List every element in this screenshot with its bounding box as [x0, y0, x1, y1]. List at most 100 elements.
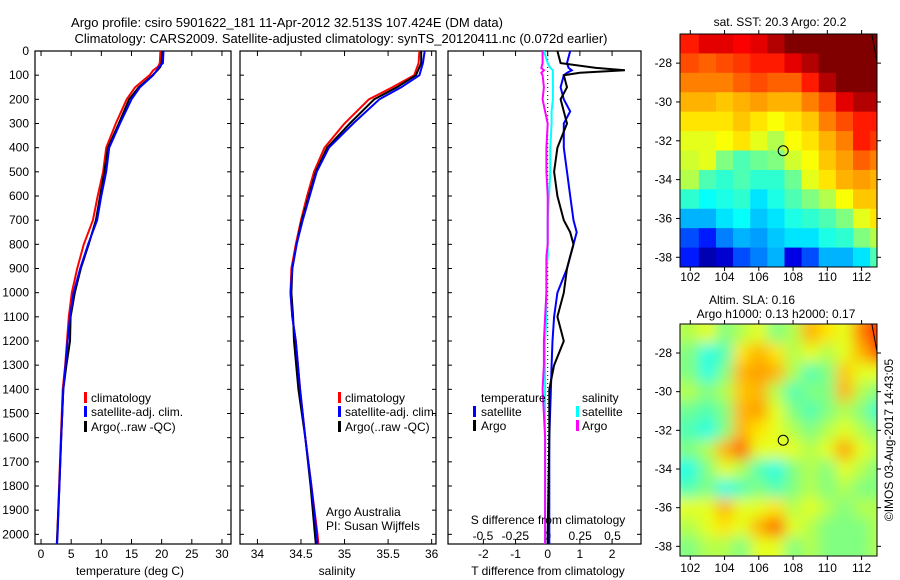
- map-cell: [733, 53, 752, 74]
- map-cell: [698, 111, 717, 133]
- map-cell: [767, 498, 786, 519]
- map-cell: [784, 536, 803, 556]
- map-cell: [818, 478, 837, 499]
- map-cell: [853, 208, 872, 230]
- x-tick-label: 34: [251, 547, 265, 561]
- map-cell: [853, 324, 872, 345]
- map-cell: [870, 498, 877, 519]
- map-cell: [835, 401, 855, 422]
- map-cell: [750, 420, 769, 441]
- map-cell: [870, 111, 877, 133]
- map-cell: [818, 498, 837, 519]
- map-cell: [715, 498, 735, 519]
- lat-tick-label: -36: [655, 501, 673, 515]
- map-cell: [801, 440, 820, 461]
- map-cell: [801, 72, 820, 94]
- map-cell: [784, 517, 803, 538]
- map-cell: [818, 53, 837, 74]
- map-cell: [767, 401, 786, 422]
- map-cell: [680, 382, 700, 403]
- map-cell: [715, 208, 735, 230]
- map-cell: [801, 382, 820, 403]
- map-cell: [784, 343, 803, 364]
- map-cell: [818, 517, 837, 538]
- map-cell: [835, 131, 855, 152]
- map-cell: [715, 343, 735, 364]
- legend-argo: Argo(..raw -QC): [345, 420, 430, 434]
- map-cell: [698, 228, 717, 249]
- map-cell: [853, 343, 872, 364]
- depth-tick-label: 600: [9, 189, 29, 203]
- x-tick-label: 0: [38, 547, 45, 561]
- map-cell: [801, 420, 820, 441]
- map-cell: [835, 478, 855, 499]
- map-cell: [698, 401, 717, 422]
- coastline: [871, 34, 877, 65]
- map-cell: [750, 440, 769, 461]
- map-cell: [784, 169, 803, 191]
- map-cell: [680, 208, 700, 230]
- map-cell: [680, 228, 700, 249]
- map-cell: [870, 189, 877, 210]
- map-cell: [767, 362, 786, 383]
- map-cell: [784, 131, 803, 152]
- map-cell: [853, 72, 872, 94]
- map-cell: [698, 150, 717, 171]
- x-tick-label: 1: [577, 547, 584, 561]
- map-cell: [750, 517, 769, 538]
- temperature-axis-label: temperature (deg C): [76, 564, 184, 578]
- lat-tick-label: -30: [655, 95, 673, 109]
- map-cell: [733, 382, 752, 403]
- lat-tick-label: -32: [655, 134, 673, 148]
- map-cell: [767, 420, 786, 441]
- map-cell: [715, 53, 735, 74]
- map-cell: [835, 382, 855, 403]
- map-cell: [801, 208, 820, 230]
- map-cell: [818, 343, 837, 364]
- map-cell: [750, 401, 769, 422]
- map-cell: [733, 401, 752, 422]
- legend-swatch: [338, 392, 341, 403]
- lon-tick-label: 102: [680, 270, 700, 284]
- map-cell: [853, 34, 872, 55]
- legend-temperature-header: temperature: [481, 391, 546, 405]
- map-cell: [733, 440, 752, 461]
- legend-swatch: [84, 392, 87, 403]
- x-tick-label: 25: [185, 547, 199, 561]
- t-diff-axis-label: T difference from climatology: [471, 564, 625, 578]
- x-tick-label: 36: [425, 547, 439, 561]
- map-cell: [767, 53, 786, 74]
- legend-s-satellite: satellite: [582, 405, 623, 419]
- depth-tick-label: 800: [9, 237, 29, 251]
- map-cell: [750, 362, 769, 383]
- map-cell: [784, 111, 803, 133]
- legend-t-satellite: satellite: [481, 405, 522, 419]
- map-cell: [801, 169, 820, 191]
- map-cell: [818, 34, 837, 55]
- lat-tick-label: -28: [655, 346, 673, 360]
- x-tick-label: 2: [609, 547, 616, 561]
- map-cell: [818, 189, 837, 210]
- map-cell: [801, 228, 820, 249]
- map-cell: [750, 72, 769, 94]
- x-tick-label: 30: [215, 547, 229, 561]
- legend-swatch: [338, 406, 341, 417]
- map-cell: [870, 517, 877, 538]
- map-cell: [784, 92, 803, 113]
- map-cell: [853, 169, 872, 191]
- legend-swatch: [576, 420, 579, 431]
- map-cell: [680, 420, 700, 441]
- depth-tick-label: 900: [9, 262, 29, 276]
- map-cell: [835, 111, 855, 133]
- map-cell: [698, 362, 717, 383]
- map-cell: [784, 150, 803, 171]
- map-cell: [680, 536, 700, 556]
- map-cell: [835, 169, 855, 191]
- map-cell: [870, 92, 877, 113]
- map-cell: [750, 382, 769, 403]
- lat-tick-label: -32: [655, 423, 673, 437]
- map-cell: [801, 111, 820, 133]
- map-cell: [853, 401, 872, 422]
- map-cell: [784, 324, 803, 345]
- map-cell: [853, 440, 872, 461]
